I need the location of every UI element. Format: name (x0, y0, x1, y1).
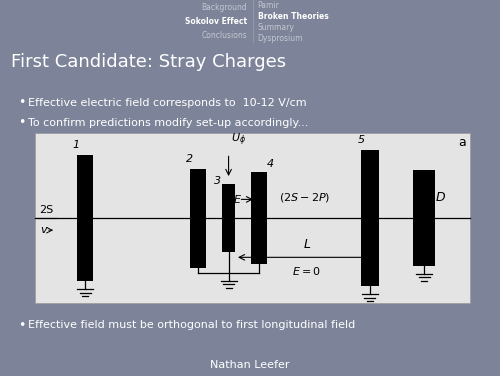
Text: Conclusions: Conclusions (202, 31, 248, 40)
Text: Nathan Leefer: Nathan Leefer (210, 360, 290, 370)
Text: •: • (18, 319, 26, 332)
Text: $U_\phi$: $U_\phi$ (230, 132, 246, 148)
Text: $(2S - 2P)$: $(2S - 2P)$ (279, 191, 330, 204)
Text: $v$: $v$ (40, 225, 48, 235)
Bar (77, 155, 93, 281)
Text: Summary: Summary (258, 23, 294, 32)
Text: To confirm predictions modify set-up accordingly...: To confirm predictions modify set-up acc… (28, 118, 308, 128)
Polygon shape (35, 133, 470, 303)
Text: 1: 1 (73, 140, 80, 150)
Text: 2S: 2S (39, 205, 53, 215)
Text: $E$: $E$ (233, 193, 242, 205)
Text: Background: Background (202, 3, 248, 12)
Text: $E = 0$: $E = 0$ (292, 265, 322, 277)
Bar (251, 172, 267, 264)
Text: •: • (18, 96, 26, 109)
Text: Broken Theories: Broken Theories (258, 12, 328, 21)
Bar (190, 169, 206, 268)
Bar (414, 170, 435, 266)
Text: Effective field must be orthogonal to first longitudinal field: Effective field must be orthogonal to fi… (28, 320, 355, 331)
Text: Pamir: Pamir (258, 1, 280, 10)
Bar (222, 184, 234, 252)
Text: 5: 5 (358, 135, 365, 145)
Text: Sokolov Effect: Sokolov Effect (186, 17, 248, 26)
Text: $L$: $L$ (303, 238, 311, 251)
Text: Effective electric field corresponds to  10-12 V/cm: Effective electric field corresponds to … (28, 98, 306, 108)
Text: 3: 3 (214, 176, 221, 186)
Text: 4: 4 (266, 159, 274, 169)
Text: a: a (458, 136, 466, 149)
Text: 2: 2 (186, 154, 193, 164)
Bar (361, 150, 379, 286)
Text: $D$: $D$ (435, 191, 446, 204)
Text: •: • (18, 117, 26, 129)
Text: Dysprosium: Dysprosium (258, 35, 303, 43)
Text: First Candidate: Stray Charges: First Candidate: Stray Charges (11, 53, 286, 71)
